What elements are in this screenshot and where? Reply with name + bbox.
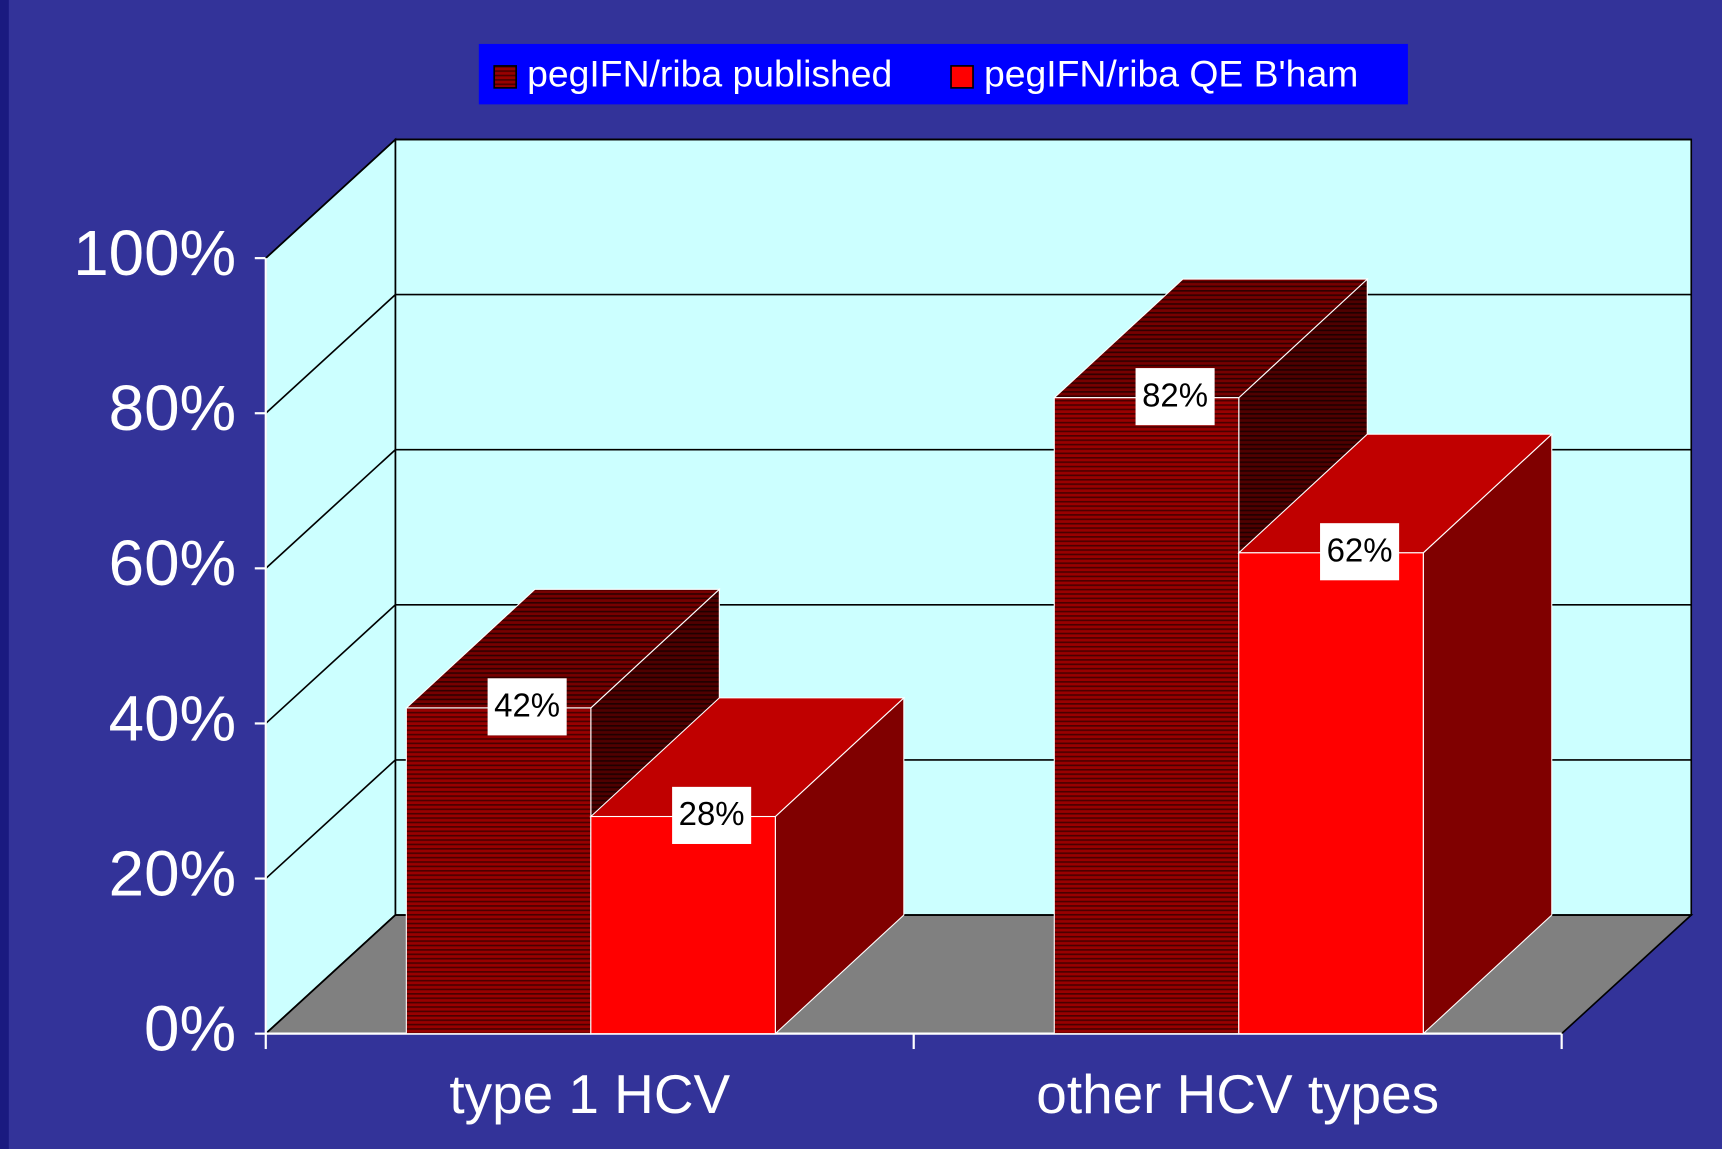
bar <box>590 815 776 1035</box>
value-label: 28% <box>679 795 745 832</box>
value-label-box <box>487 678 567 736</box>
bar <box>1238 552 1424 1035</box>
grid-line <box>265 604 396 725</box>
value-label: 42% <box>494 687 560 724</box>
value-label-box <box>1320 523 1400 581</box>
legend-swatch <box>493 65 517 89</box>
legend-label: pegIFN/riba QE B'ham <box>984 53 1358 95</box>
y-tick-label: 0% <box>144 993 236 1064</box>
y-tick-label: 40% <box>109 683 236 754</box>
grid-line <box>265 138 396 259</box>
x-tick-label: type 1 HCV <box>449 1063 730 1125</box>
grid-line <box>265 914 396 1035</box>
frame-edge <box>0 0 9 1149</box>
value-label-box <box>1135 368 1215 426</box>
grid-line <box>265 449 396 569</box>
y-tick-label: 80% <box>109 373 236 444</box>
grid-line <box>265 759 396 880</box>
bar <box>405 707 592 1035</box>
value-label: 62% <box>1327 532 1393 569</box>
x-tick-label: other HCV types <box>1036 1063 1439 1125</box>
bar <box>1053 397 1240 1035</box>
legend <box>478 43 1408 105</box>
value-label: 82% <box>1142 376 1208 413</box>
y-tick-label: 20% <box>109 838 236 909</box>
y-tick-label: 100% <box>73 218 236 289</box>
legend-label: pegIFN/riba published <box>527 53 892 95</box>
side-wall <box>264 137 397 1036</box>
legend-swatch <box>950 65 974 89</box>
value-label-box <box>672 786 752 844</box>
grid-line <box>265 294 396 414</box>
y-tick-label: 60% <box>109 528 236 599</box>
